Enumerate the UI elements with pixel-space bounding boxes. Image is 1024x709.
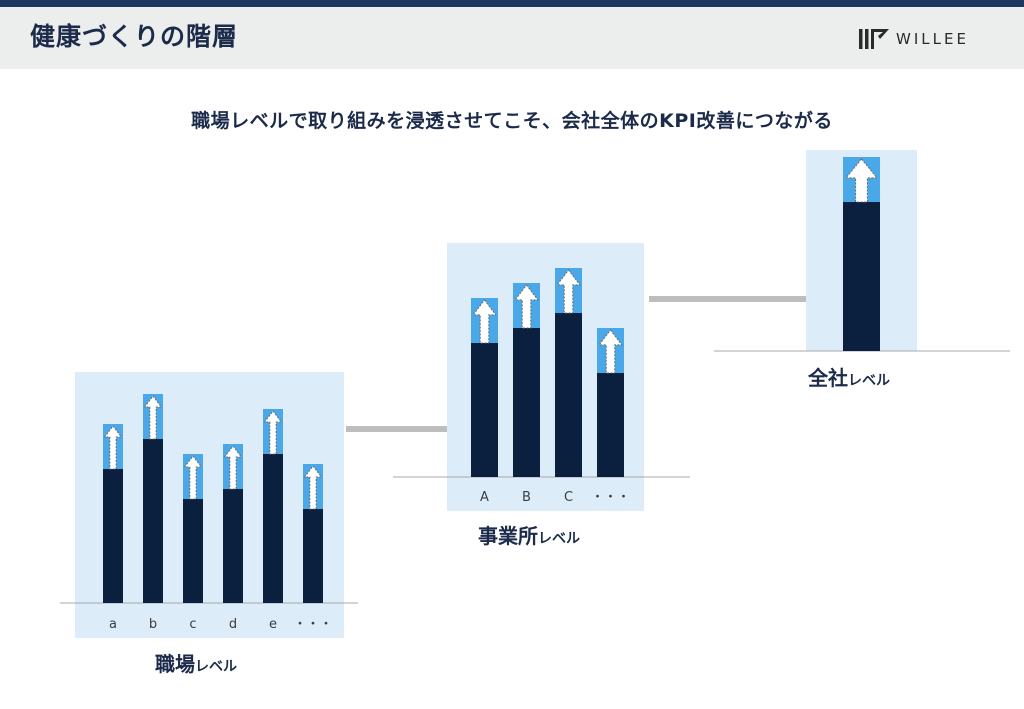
level-suffix-company: レベル	[848, 373, 890, 389]
category-label-workplace-0: a	[109, 617, 117, 632]
category-label-workplace-2: c	[189, 617, 196, 632]
level-name-office: 事業所	[478, 524, 538, 548]
up-arrow-icon-office-3	[598, 329, 623, 374]
category-label-office-1: B	[522, 490, 531, 505]
category-label-workplace-3: d	[229, 617, 237, 632]
connector-arrow-icon-2	[649, 292, 826, 306]
logo-text: WILLEE	[896, 30, 969, 48]
bar-workplace-0	[103, 469, 123, 603]
bar-workplace-3	[223, 489, 243, 603]
category-label-office-3: ・・・	[591, 490, 630, 505]
category-label-workplace-4: e	[269, 617, 277, 632]
logo: WILLEE	[858, 27, 969, 51]
up-arrow-icon-workplace-1	[143, 395, 163, 440]
bar-company-0	[843, 202, 880, 351]
up-arrow-icon-office-1	[514, 284, 539, 329]
up-arrow-icon-workplace-0	[103, 425, 123, 470]
bar-workplace-5	[303, 509, 323, 603]
bar-office-1	[513, 328, 540, 477]
up-arrow-icon-office-0	[472, 299, 497, 344]
category-label-office-2: C	[564, 490, 573, 505]
level-label-workplace: 職場レベル	[155, 652, 237, 679]
up-arrow-icon-workplace-3	[223, 445, 243, 490]
header-accent-stripe	[0, 0, 1024, 7]
header-band	[0, 7, 1024, 69]
headline: 職場レベルで取り組みを浸透させてこそ、会社全体のKPI改善につながる	[191, 110, 833, 132]
bar-workplace-1	[143, 439, 163, 603]
level-suffix-office: レベル	[538, 531, 580, 547]
willee-logo-icon	[859, 29, 889, 49]
bar-workplace-2	[183, 499, 203, 603]
level-name-company: 全社	[808, 366, 848, 390]
category-label-workplace-5: ・・・	[293, 617, 332, 632]
bar-office-3	[597, 373, 624, 477]
bar-workplace-4	[263, 454, 283, 603]
up-arrow-icon-workplace-2	[183, 455, 203, 500]
bar-office-0	[471, 343, 498, 477]
up-arrow-icon-workplace-4	[263, 410, 283, 455]
up-arrow-icon-workplace-5	[303, 465, 323, 510]
page-title: 健康づくりの階層	[30, 22, 239, 51]
chart-workplace: a b c d e ・・・	[60, 372, 358, 638]
level-name-workplace: 職場	[155, 652, 195, 676]
level-label-office: 事業所レベル	[478, 524, 580, 551]
level-suffix-workplace: レベル	[195, 659, 237, 675]
up-arrow-icon-company-0	[844, 158, 879, 203]
level-charts: a b c d e ・・・ A B C ・・・	[60, 150, 1010, 638]
category-label-workplace-1: b	[149, 617, 157, 632]
category-label-office-0: A	[480, 490, 489, 505]
up-arrow-icon-office-2	[556, 269, 581, 314]
level-label-company: 全社レベル	[808, 366, 890, 393]
chart-company	[714, 150, 1010, 352]
bar-office-2	[555, 313, 582, 477]
chart-office: A B C ・・・	[393, 243, 690, 511]
